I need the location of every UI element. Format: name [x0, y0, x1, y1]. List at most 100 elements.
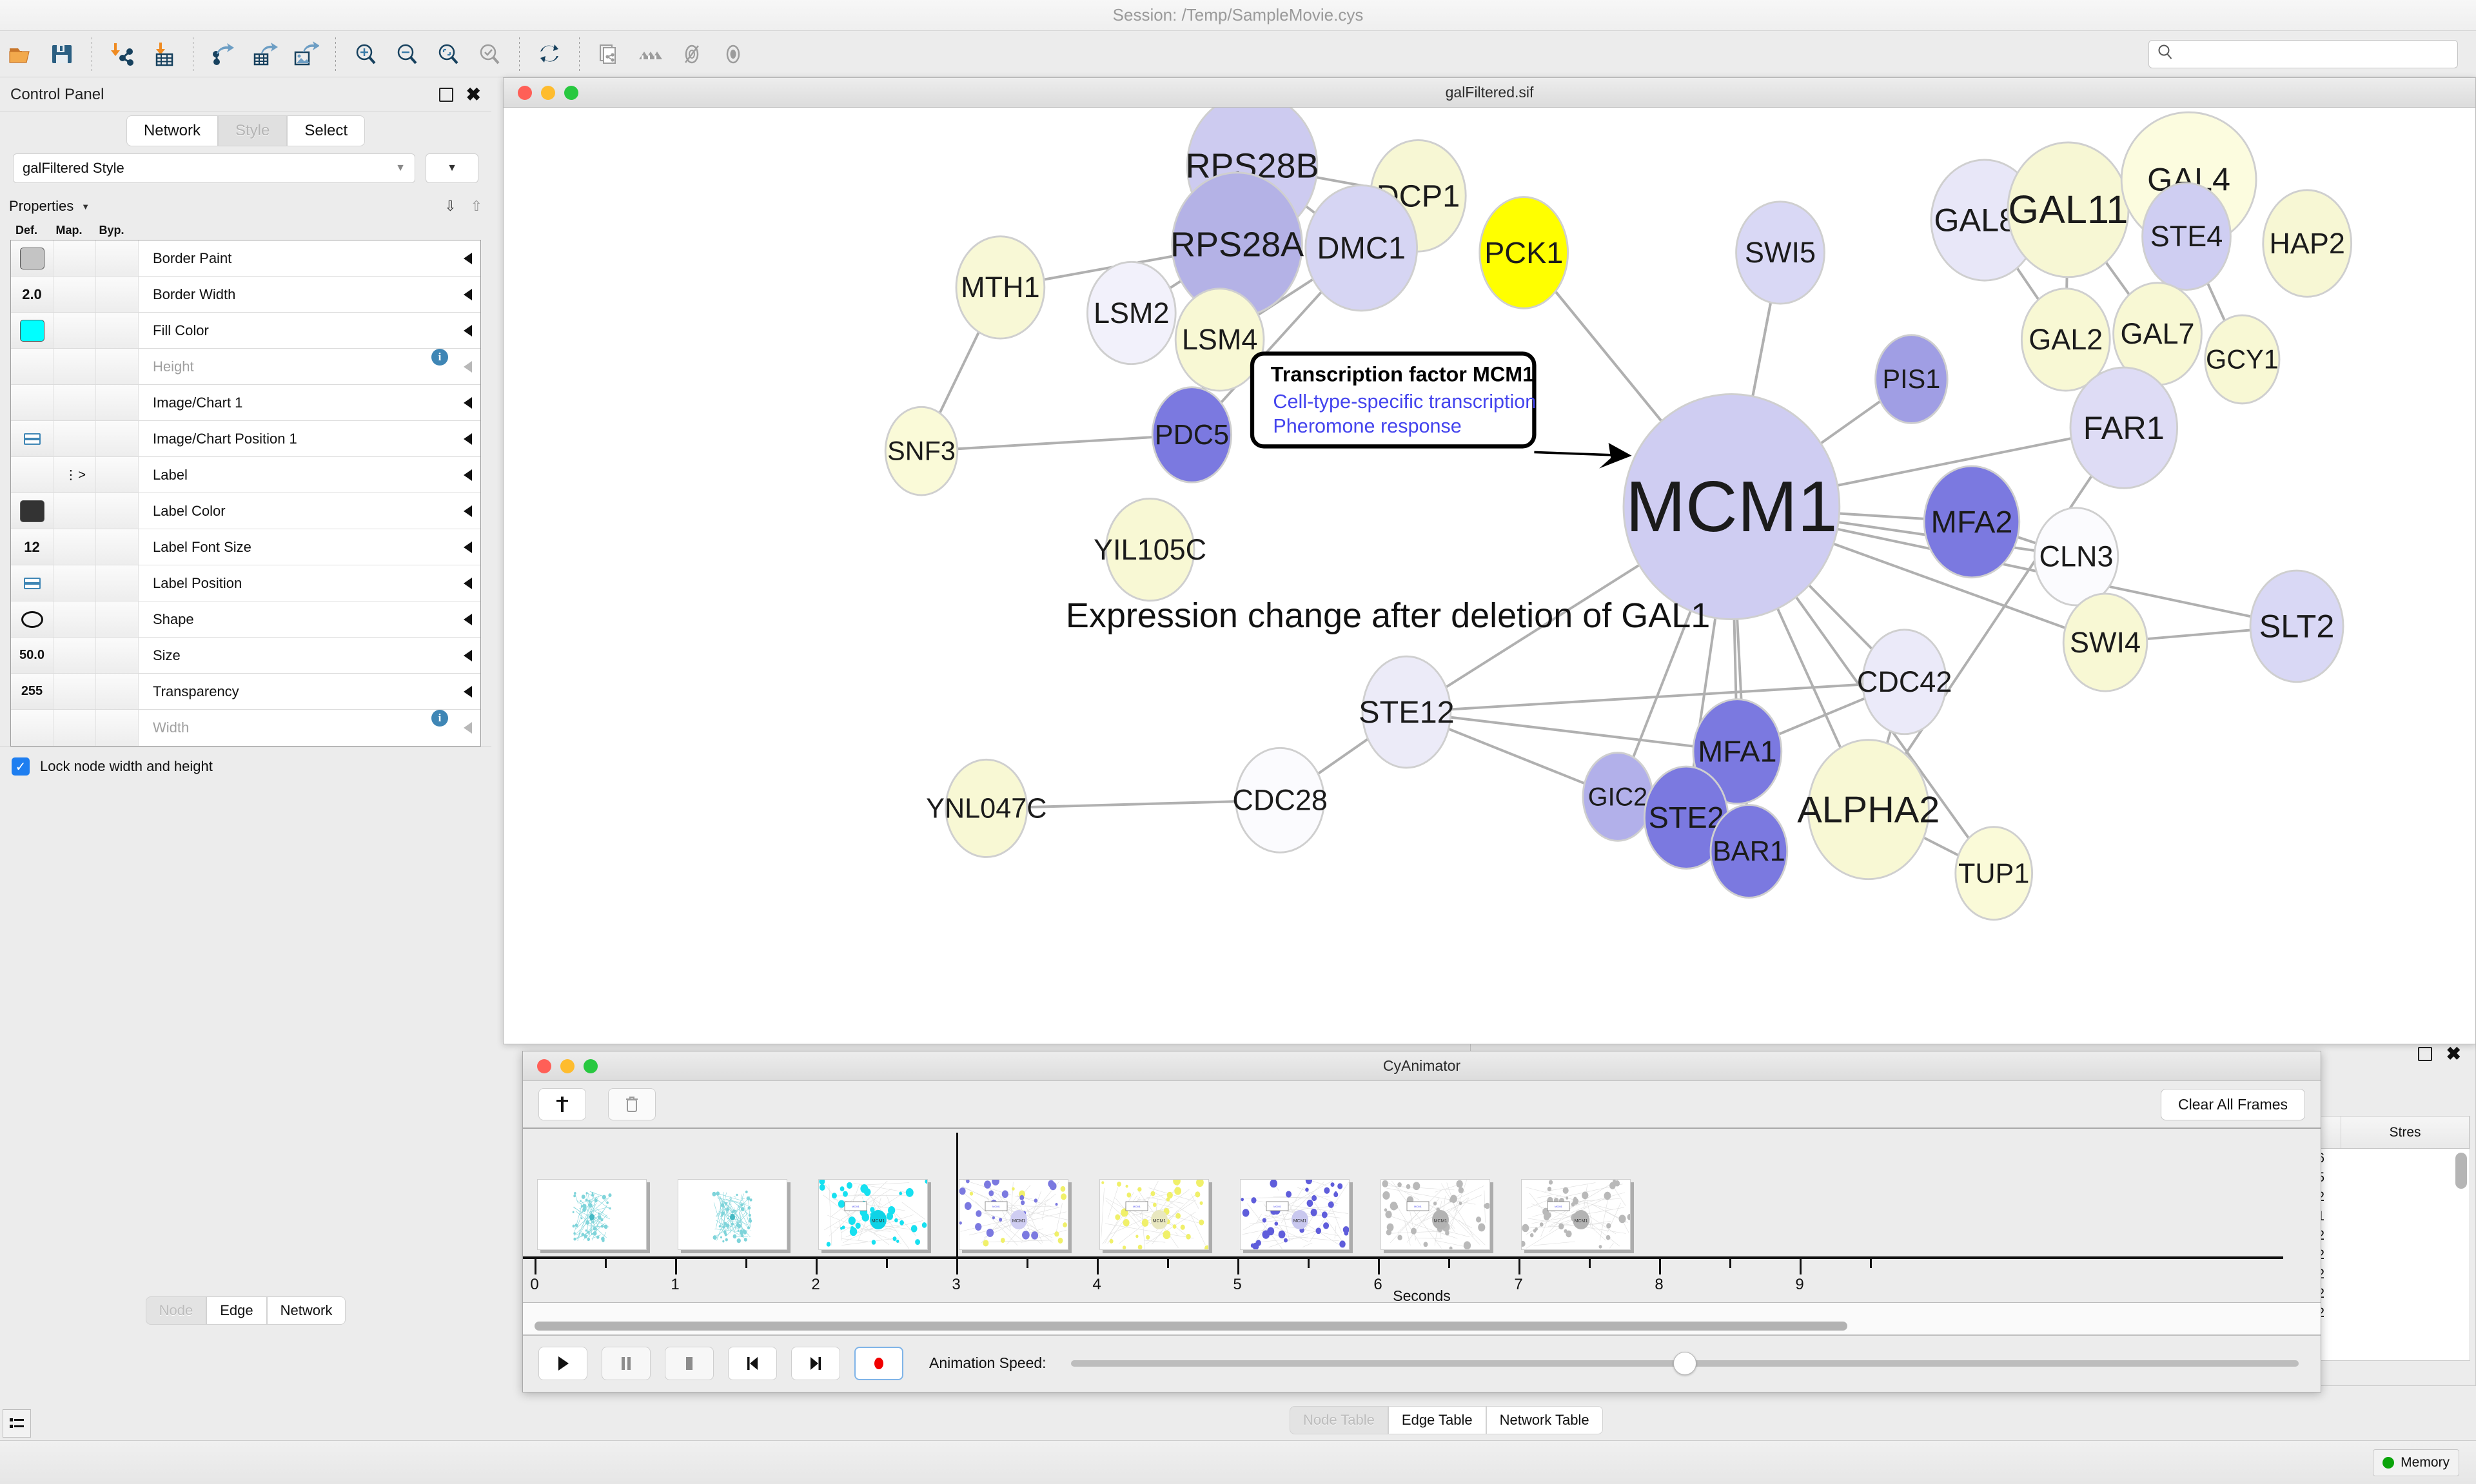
- zoom-out-icon[interactable]: [386, 36, 427, 72]
- node-shape[interactable]: [1235, 747, 1326, 854]
- network-node[interactable]: PDC5: [1151, 386, 1233, 483]
- property-row[interactable]: Label Position: [11, 565, 480, 601]
- node-shape[interactable]: [1151, 386, 1233, 483]
- node-shape[interactable]: [1304, 184, 1419, 312]
- network-node[interactable]: LSM4: [1174, 288, 1265, 392]
- node-shape[interactable]: [1709, 804, 1789, 899]
- property-mapping-cell[interactable]: [54, 313, 96, 348]
- expand-property-arrow[interactable]: [455, 565, 480, 601]
- new-network-icon[interactable]: [589, 36, 630, 72]
- save-icon[interactable]: [41, 36, 83, 72]
- network-node[interactable]: GCY1: [2204, 314, 2281, 405]
- expand-property-arrow[interactable]: [455, 674, 480, 709]
- property-default-cell[interactable]: [11, 313, 54, 348]
- search-box[interactable]: [2148, 39, 2458, 68]
- network-node[interactable]: CLN3: [2033, 507, 2119, 607]
- scrollbar-thumb[interactable]: [535, 1322, 1848, 1331]
- network-edge[interactable]: [986, 799, 1281, 810]
- property-mapping-cell[interactable]: [54, 529, 96, 565]
- network-node[interactable]: SWI5: [1735, 200, 1825, 305]
- node-shape[interactable]: [2262, 189, 2353, 298]
- network-node[interactable]: ALPHA2: [1797, 739, 1940, 881]
- property-row[interactable]: 12 Label Font Size: [11, 529, 480, 565]
- collapse-all-icon[interactable]: ⇧: [470, 198, 482, 214]
- property-row[interactable]: Border Paint: [11, 240, 480, 277]
- property-bypass-cell[interactable]: [96, 674, 139, 709]
- property-mapping-cell[interactable]: [54, 421, 96, 456]
- expand-property-arrow[interactable]: [455, 313, 480, 348]
- network-node[interactable]: CDC42: [1857, 629, 1952, 736]
- node-shape[interactable]: [1735, 200, 1825, 305]
- network-edge[interactable]: [1406, 680, 1905, 714]
- property-default-cell[interactable]: 12: [11, 529, 54, 565]
- timeline-playhead[interactable]: [956, 1133, 958, 1268]
- hide-selected-icon[interactable]: [671, 36, 712, 72]
- network-node[interactable]: SWI4: [2062, 592, 2148, 692]
- property-default-cell[interactable]: [11, 601, 54, 637]
- network-node[interactable]: TUP1: [1954, 826, 2034, 921]
- property-default-cell[interactable]: [11, 493, 54, 529]
- timeline-frame[interactable]: MCM1 MCM1: [1240, 1179, 1350, 1250]
- property-mapping-cell[interactable]: [54, 240, 96, 276]
- expand-property-arrow[interactable]: [455, 601, 480, 637]
- color-swatch[interactable]: [19, 319, 44, 342]
- tab-network-props[interactable]: Network: [266, 1296, 346, 1325]
- export-image-icon[interactable]: [285, 36, 326, 72]
- node-shape[interactable]: [1807, 739, 1930, 881]
- expand-property-arrow[interactable]: [455, 710, 480, 746]
- node-shape[interactable]: [1479, 196, 1569, 309]
- network-node[interactable]: CDC28: [1232, 747, 1328, 854]
- property-default-cell[interactable]: [11, 421, 54, 456]
- zoom-fit-icon[interactable]: [427, 36, 469, 72]
- minimize-window-button[interactable]: [560, 1059, 575, 1073]
- cyanimator-timeline[interactable]: MCM1 MCM1 MCM1 MCM1 MCM1 MCM1 MCM1 MCM1 MCM1 MCM1…: [523, 1129, 2321, 1304]
- info-icon[interactable]: i: [431, 710, 448, 727]
- network-node[interactable]: MTH1: [955, 235, 1046, 340]
- close-icon[interactable]: ✖: [466, 84, 481, 104]
- lock-checkbox[interactable]: ✓: [12, 757, 30, 776]
- property-bypass-cell[interactable]: [96, 529, 139, 565]
- close-window-button[interactable]: [537, 1059, 551, 1073]
- property-mapping-cell[interactable]: [54, 277, 96, 312]
- delete-frame-button[interactable]: [608, 1088, 656, 1120]
- network-edge[interactable]: [1406, 710, 1738, 753]
- node-shape[interactable]: [2062, 592, 2148, 692]
- open-folder-icon[interactable]: [0, 36, 41, 72]
- property-row[interactable]: ⋮ > Label: [11, 457, 480, 493]
- timeline-frame[interactable]: MCM1 MCM1: [1380, 1179, 1490, 1250]
- property-default-cell[interactable]: [11, 349, 54, 384]
- property-row[interactable]: Label Color: [11, 493, 480, 529]
- node-shape[interactable]: [1622, 393, 1841, 621]
- property-mapping-cell[interactable]: [54, 674, 96, 709]
- maximize-window-button[interactable]: [584, 1059, 598, 1073]
- network-node[interactable]: LSM2: [1086, 260, 1177, 366]
- property-mapping-cell[interactable]: [54, 493, 96, 529]
- network-node[interactable]: STE12: [1359, 655, 1455, 769]
- network-edge[interactable]: [1867, 427, 2125, 810]
- pause-button[interactable]: [602, 1346, 651, 1380]
- zoom-in-icon[interactable]: [345, 36, 386, 72]
- tab-network[interactable]: Network: [126, 115, 218, 146]
- node-shape[interactable]: [955, 235, 1046, 340]
- expand-property-arrow[interactable]: [455, 421, 480, 456]
- network-node[interactable]: STE4: [2141, 182, 2232, 291]
- property-row[interactable]: Image/Chart 1: [11, 385, 480, 421]
- property-mapping-cell[interactable]: [54, 385, 96, 420]
- property-bypass-cell[interactable]: [96, 277, 139, 312]
- network-node[interactable]: GAL11: [2007, 141, 2130, 278]
- property-row[interactable]: 50.0 Size: [11, 638, 480, 674]
- import-network-icon[interactable]: [101, 36, 142, 72]
- node-shape[interactable]: [2069, 366, 2179, 489]
- property-default-cell[interactable]: 255: [11, 674, 54, 709]
- tab-network-table[interactable]: Network Table: [1486, 1406, 1603, 1434]
- property-row[interactable]: 255 Transparency: [11, 674, 480, 710]
- node-shape[interactable]: [884, 405, 959, 496]
- property-bypass-cell[interactable]: [96, 601, 139, 637]
- property-default-cell[interactable]: 50.0: [11, 638, 54, 673]
- show-table-panel-button[interactable]: [3, 1409, 31, 1438]
- timeline-horizontal-scrollbar[interactable]: [535, 1322, 2309, 1331]
- timeline-frame[interactable]: [537, 1179, 647, 1250]
- property-bypass-cell[interactable]: [96, 493, 139, 529]
- property-default-cell[interactable]: [11, 240, 54, 276]
